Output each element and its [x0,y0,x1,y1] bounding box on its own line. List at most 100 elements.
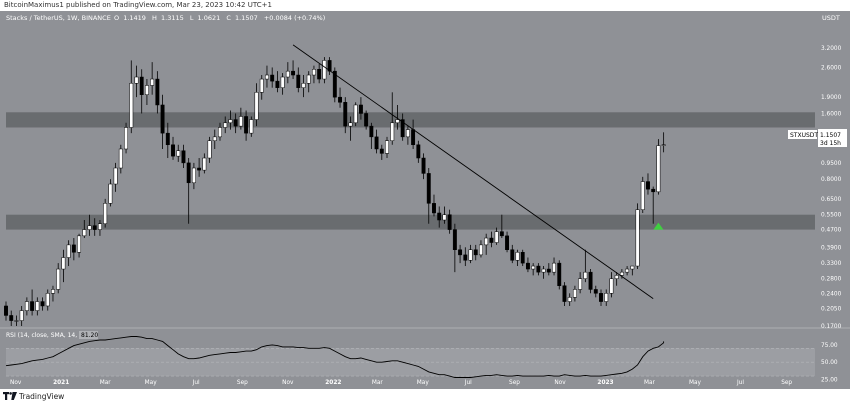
candle-body [541,268,546,273]
rsi-tick-label: 50.00 [821,360,838,366]
candle-body [254,92,259,120]
rsi-pane [0,327,850,378]
candle-body [129,83,134,128]
candle-body [19,310,24,321]
descending-trendline [292,44,654,299]
candle-body [176,150,181,157]
price-tick-label: 0.4700 [821,228,842,234]
candle-body [458,249,463,256]
time-tick-label: Jul [192,380,200,386]
candle-body [567,297,572,302]
price-tick-label: 0.3900 [821,245,842,251]
candle-body [124,127,128,150]
candle-body [640,181,645,210]
price-tick-label: 0.2050 [821,306,842,312]
candle-body [343,102,348,127]
price-axis-currency: USDT [822,14,840,22]
rsi-value-bg [79,331,98,339]
candle-body [139,76,144,95]
rsi-tick-label: 25.00 [821,378,838,384]
price-tick-label: 0.3300 [821,261,842,267]
support-resistance-zone [6,112,815,128]
candle-body [557,262,562,286]
candle-body [479,244,483,256]
candle-body [364,113,369,127]
chart-area[interactable]: 3.20002.60001.90001.60001.30000.95000.80… [0,11,850,391]
candle-body [630,265,635,270]
candle-body [191,167,196,184]
candle-body [134,76,139,84]
price-tick-label: 0.8000 [821,177,842,183]
candle-body [82,229,87,237]
candle-body [646,181,650,190]
candle-body [92,225,97,230]
candle-body [463,254,468,261]
candle-body [651,188,656,193]
candle-body [218,127,222,138]
candle-body [181,150,186,164]
price-tick-label: 1.6000 [821,111,842,117]
candle-body [374,136,379,150]
price-tick-label: 0.5500 [821,213,842,219]
candle-body [202,157,207,171]
candle-body [619,271,624,276]
candle-body [317,69,322,80]
candle-body [311,69,316,76]
candle-body [171,144,175,157]
candle-body [442,214,447,221]
green-arrow-icon [653,222,664,230]
candle-body [531,265,536,270]
zones-layer [6,112,815,230]
candle-body [468,249,473,261]
candle-body [484,237,489,246]
candle-body [103,203,108,224]
candle-body [489,237,494,243]
candle-body [150,78,155,86]
candle-body [35,301,40,311]
countdown-badge: 3d 15h [820,140,841,147]
candle-body [400,119,405,138]
candle-body [306,74,311,84]
publisher-credit: BitcoinMaximus1 published on TradingView… [4,1,272,9]
candle-body [348,122,353,127]
candle-body [61,257,66,270]
time-tick-label: Sep [237,380,248,386]
candle-body [165,132,170,146]
publish-header: BitcoinMaximus1 published on TradingView… [0,0,850,11]
candle-body [426,173,431,204]
footer [0,389,850,404]
candle-body [525,262,530,270]
candle-body [322,60,327,80]
time-tick-label: Sep [509,380,520,386]
candle-body [473,249,478,256]
candle-body [614,275,619,279]
time-tick-label: May [145,380,158,386]
candle-body [186,162,191,184]
candle-body [447,214,452,230]
candle-body [332,70,337,98]
candle-body [144,85,149,95]
candle-body [572,289,577,298]
candle-body [578,278,583,290]
symbol-badge-bg [788,130,817,139]
candle-body [338,96,342,103]
candle-body [155,78,160,106]
candle-body [421,157,426,174]
candle-body [625,268,630,273]
candle-body [275,80,280,88]
candle-body [609,278,614,294]
candle-body [301,83,306,88]
candle-body [66,244,71,258]
candle-body [207,140,212,159]
candle-body [228,119,233,124]
candle-body [87,225,92,230]
chart-canvas[interactable]: 3.20002.60001.90001.60001.30000.95000.80… [0,11,850,391]
candle-body [379,148,384,154]
candle-body [432,203,436,214]
price-tick-label: 0.2800 [821,277,842,283]
time-tick-label: May [689,380,702,386]
candle-body [635,209,640,267]
candle-body [30,301,35,311]
candle-body [45,293,50,307]
candle-body [327,60,332,72]
